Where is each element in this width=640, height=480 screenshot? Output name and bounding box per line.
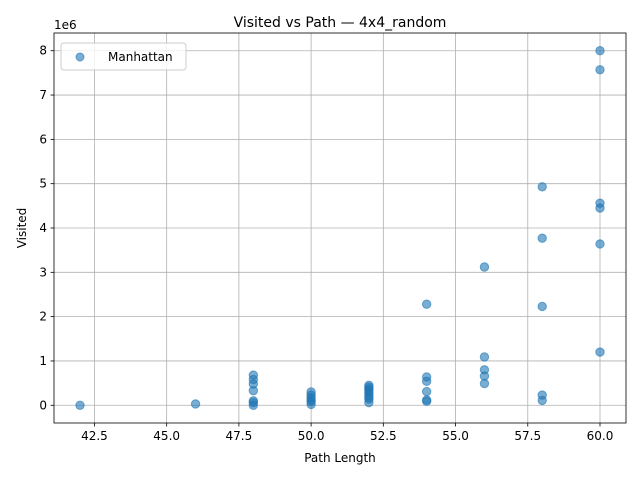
data-point: [421, 396, 432, 406]
data-point: [537, 395, 547, 406]
data-point: [595, 65, 605, 75]
data-point: [421, 299, 432, 309]
x-tick-label: 60.0: [587, 429, 614, 443]
y-tick-label: 5: [39, 177, 47, 191]
grid: [54, 33, 626, 423]
data-point: [306, 399, 316, 410]
y-tick-label: 8: [39, 44, 47, 58]
data-point: [595, 203, 605, 213]
legend-marker: [75, 52, 85, 62]
x-tick-label: 55.0: [442, 429, 469, 443]
data-point: [190, 399, 201, 409]
y-axis-label: Visited: [15, 208, 29, 249]
x-axis-label: Path Length: [304, 451, 376, 465]
x-tick-label: 47.5: [226, 429, 253, 443]
data-point: [537, 182, 547, 192]
data-point: [421, 376, 432, 387]
data-point: [248, 385, 259, 396]
y-tick-label: 0: [39, 398, 47, 412]
y-tick-label: 2: [39, 310, 47, 324]
data-points: [75, 46, 605, 410]
x-tick-label: 57.5: [514, 429, 541, 443]
y-tick-label: 3: [39, 265, 47, 279]
y-tick-label: 6: [39, 132, 47, 146]
x-tick-label: 52.5: [370, 429, 397, 443]
data-point: [479, 352, 490, 362]
y-tick-label: 4: [39, 221, 47, 235]
x-tick-label: 50.0: [298, 429, 325, 443]
x-tick-label: 45.0: [153, 429, 180, 443]
data-point: [537, 233, 547, 243]
y-tick-label: 1: [39, 354, 47, 368]
data-point: [479, 262, 490, 272]
data-point: [537, 301, 547, 312]
y-tick-label: 7: [39, 88, 47, 102]
y-axis-offset-label: 1e6: [54, 18, 77, 32]
data-point: [364, 397, 374, 408]
x-tick-label: 42.5: [81, 429, 108, 443]
x-axis-ticks: 42.5 45.0 47.5 50.0 52.5 55.0 57.5 60.0: [81, 423, 613, 443]
chart-title: Visited vs Path — 4x4_random: [234, 15, 447, 31]
data-point: [479, 378, 490, 389]
legend: Manhattan: [60, 42, 187, 71]
data-point: [248, 400, 259, 410]
data-point: [75, 400, 85, 410]
data-point: [595, 239, 605, 249]
legend-label: Manhattan: [108, 50, 173, 64]
y-axis-ticks: 0 1 2 3 4 5 6 7 8: [39, 44, 54, 412]
data-point: [595, 46, 605, 56]
legend-box: [60, 42, 187, 71]
data-point: [595, 347, 605, 357]
data-point: [421, 386, 432, 397]
